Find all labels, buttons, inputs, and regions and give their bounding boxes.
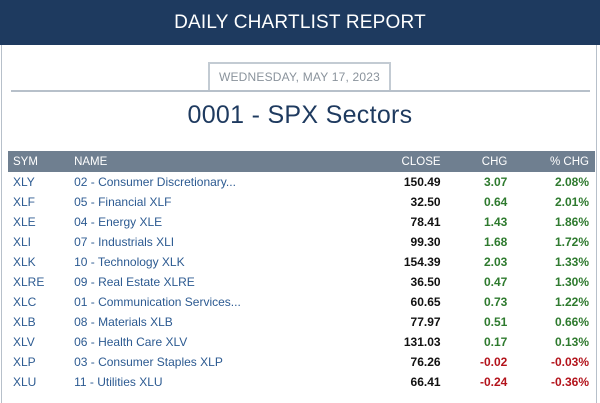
percent-change-value: 1.33% — [554, 255, 589, 269]
symbol-link[interactable]: XLU — [13, 375, 37, 389]
change-value: 0.47 — [483, 275, 508, 289]
close-value: 77.97 — [410, 315, 441, 329]
symbol-link[interactable]: XLF — [13, 195, 36, 209]
percent-change-value: 0.13% — [554, 335, 589, 349]
report-header: DAILY CHARTLIST REPORT — [0, 0, 600, 45]
name-link[interactable]: 11 - Utilities XLU — [74, 375, 163, 389]
sectors-table: SYM NAME CLOSE CHG % CHG XLY 02 - Consume… — [8, 151, 595, 392]
close-value: 32.50 — [410, 195, 441, 209]
percent-change-value: 2.08% — [554, 175, 589, 189]
table-row: XLP 03 - Consumer Staples XLP 76.26 -0.02 -0… — [8, 352, 595, 372]
close-value: 66.41 — [410, 375, 441, 389]
change-value: 2.03 — [483, 255, 508, 269]
name-link[interactable]: 05 - Financial XLF — [74, 195, 172, 209]
close-value: 150.49 — [403, 175, 441, 189]
change-value: 0.17 — [483, 335, 508, 349]
percent-change-value: -0.03% — [550, 355, 589, 369]
percent-change-value: 1.72% — [554, 235, 589, 249]
percent-change-value: 0.66% — [554, 315, 589, 329]
table-header-row: SYM NAME CLOSE CHG % CHG — [8, 151, 595, 172]
symbol-link[interactable]: XLC — [13, 295, 37, 309]
percent-change-value: 1.22% — [554, 295, 589, 309]
close-value: 60.65 — [410, 295, 441, 309]
percent-change-value: 2.01% — [554, 195, 589, 209]
symbol-link[interactable]: XLI — [13, 235, 32, 249]
symbol-link[interactable]: XLV — [13, 335, 35, 349]
name-link[interactable]: 03 - Consumer Staples XLP — [74, 355, 223, 369]
name-link[interactable]: 04 - Energy XLE — [74, 215, 163, 229]
column-header-pct-chg: % CHG — [507, 151, 595, 172]
percent-change-value: 1.30% — [554, 275, 589, 289]
column-header-sym: SYM — [8, 151, 75, 172]
symbol-link[interactable]: XLB — [13, 315, 36, 329]
table-row: XLY 02 - Consumer Discretionary... 150.49 3… — [8, 172, 595, 192]
table-row: XLF 05 - Financial XLF 32.50 0.64 2.01% — [8, 192, 595, 212]
column-header-name: NAME — [74, 151, 363, 172]
name-link[interactable]: 09 - Real Estate XLRE — [74, 275, 195, 289]
close-value: 78.41 — [410, 215, 441, 229]
name-link[interactable]: 02 - Consumer Discretionary... — [74, 175, 236, 189]
divider-top — [11, 90, 590, 92]
change-value: 1.43 — [483, 215, 508, 229]
change-value: 1.68 — [483, 235, 508, 249]
close-value: 36.50 — [410, 275, 441, 289]
close-value: 154.39 — [403, 255, 441, 269]
change-value: 0.73 — [483, 295, 508, 309]
percent-change-value: 1.86% — [554, 215, 589, 229]
symbol-link[interactable]: XLP — [13, 355, 36, 369]
change-value: 0.51 — [483, 315, 508, 329]
name-link[interactable]: 08 - Materials XLB — [74, 315, 173, 329]
column-header-chg: CHG — [440, 151, 508, 172]
change-value: 3.07 — [483, 175, 508, 189]
name-link[interactable]: 10 - Technology XLK — [74, 255, 185, 269]
name-link[interactable]: 06 - Health Care XLV — [74, 335, 188, 349]
table-row: XLK 10 - Technology XLK 154.39 2.03 1.33% — [8, 252, 595, 272]
close-value: 99.30 — [410, 235, 441, 249]
percent-change-value: -0.36% — [550, 375, 589, 389]
report-frame — [1, 45, 597, 403]
report-date-text: WEDNESDAY, MAY 17, 2023 — [218, 70, 381, 84]
change-value: 0.64 — [483, 195, 508, 209]
change-value: -0.02 — [479, 355, 508, 369]
symbol-link[interactable]: XLY — [13, 175, 35, 189]
close-value: 76.26 — [410, 355, 441, 369]
report-header-title: DAILY CHARTLIST REPORT — [174, 11, 426, 33]
chartlist-title: 0001 - SPX Sectors — [187, 101, 413, 129]
table-row: XLB 08 - Materials XLB 77.97 0.51 0.66% — [8, 312, 595, 332]
table-row: XLV 06 - Health Care XLV 131.03 0.17 0.13% — [8, 332, 595, 352]
symbol-link[interactable]: XLRE — [13, 275, 45, 289]
change-value: -0.24 — [479, 375, 508, 389]
symbol-link[interactable]: XLK — [13, 255, 36, 269]
name-link[interactable]: 01 - Communication Services... — [74, 295, 241, 309]
table-row: XLRE 09 - Real Estate XLRE 36.50 0.47 1.30% — [8, 272, 595, 292]
name-link[interactable]: 07 - Industrials XLI — [74, 235, 175, 249]
report-date: WEDNESDAY, MAY 17, 2023 — [208, 62, 391, 90]
table-row: XLU 11 - Utilities XLU 66.41 -0.24 -0.36% — [8, 372, 595, 392]
symbol-link[interactable]: XLE — [13, 215, 36, 229]
table-row: XLE 04 - Energy XLE 78.41 1.43 1.86% — [8, 212, 595, 232]
column-header-close: CLOSE — [362, 151, 441, 172]
close-value: 131.03 — [403, 335, 441, 349]
table-row: XLI 07 - Industrials XLI 99.30 1.68 1.72% — [8, 232, 595, 252]
table-row: XLC 01 - Communication Services... 60.65 0.… — [8, 292, 595, 312]
